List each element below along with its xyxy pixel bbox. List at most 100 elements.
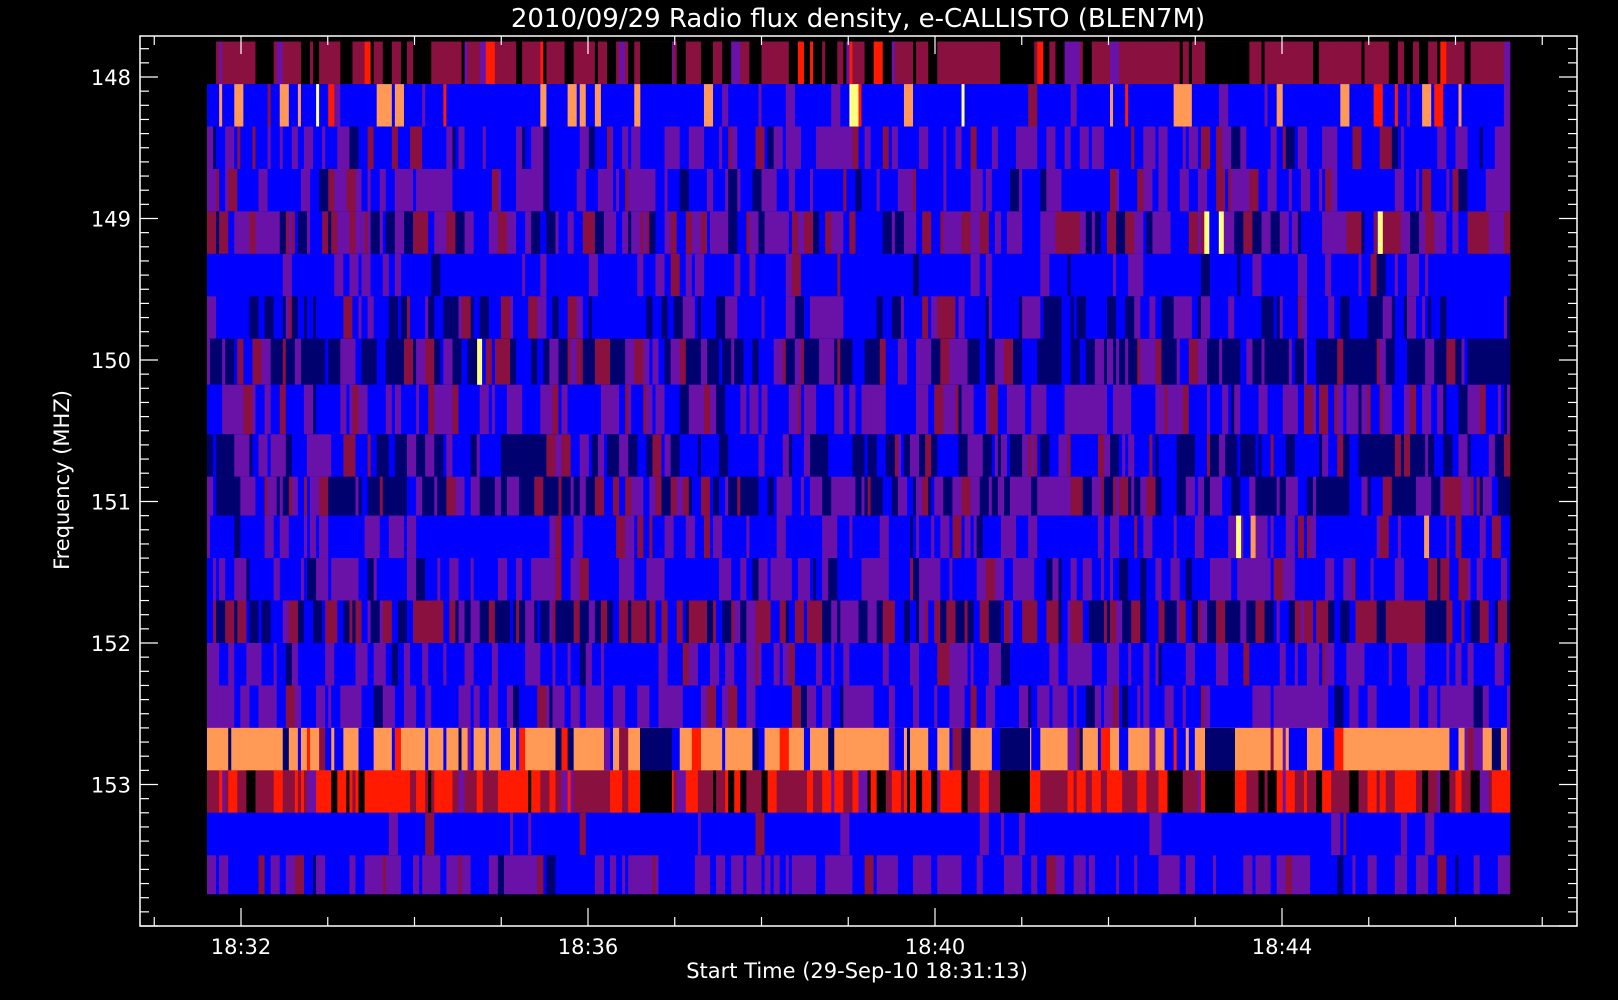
heatmap-cell	[764, 126, 768, 169]
heatmap-cell	[588, 126, 596, 169]
heatmap-cell	[343, 685, 353, 728]
heatmap-cell	[1049, 685, 1053, 728]
heatmap-cell	[1061, 338, 1071, 385]
heatmap-cell	[1452, 211, 1459, 254]
heatmap-cell	[1225, 253, 1229, 297]
heatmap-cell	[1049, 812, 1056, 856]
heatmap-cell	[1303, 84, 1314, 127]
heatmap-cell	[1376, 685, 1384, 728]
heatmap-cell	[1194, 476, 1199, 516]
heatmap-cell	[525, 515, 529, 559]
heatmap-cell	[846, 41, 850, 85]
heatmap-cell	[291, 41, 302, 85]
heatmap-cell	[1273, 515, 1284, 559]
heatmap-cell	[361, 296, 368, 339]
heatmap-cell	[1176, 434, 1184, 477]
heatmap-cell	[337, 770, 347, 813]
heatmap-cell	[610, 812, 617, 856]
heatmap-cell	[476, 296, 481, 339]
heatmap-cell	[1022, 296, 1032, 339]
heatmap-cell	[591, 296, 602, 339]
heatmap-cell	[985, 84, 996, 127]
heatmap-cell	[1100, 476, 1105, 516]
heatmap-cell	[897, 126, 902, 169]
heatmap-cell	[1467, 434, 1471, 477]
heatmap-cell	[1019, 296, 1023, 339]
heatmap-cell	[1279, 600, 1290, 643]
heatmap-cell	[303, 812, 308, 856]
heatmap-cell	[1276, 253, 1287, 297]
heatmap-cell	[703, 126, 711, 169]
heatmap-cell	[800, 855, 808, 895]
heatmap-cell	[1446, 643, 1450, 686]
heatmap-cell	[1264, 41, 1271, 85]
heatmap-cell	[213, 558, 217, 601]
heatmap-cell	[1397, 253, 1408, 297]
heatmap-cell	[955, 600, 965, 643]
heatmap-cell	[1061, 169, 1065, 212]
heatmap-cell	[1210, 384, 1217, 435]
heatmap-cell	[546, 211, 556, 254]
heatmap-cell	[310, 515, 317, 559]
heatmap-cell	[649, 643, 659, 686]
heatmap-cell	[840, 643, 844, 686]
heatmap-dropout	[1000, 41, 1030, 85]
heatmap-cell	[1473, 855, 1480, 895]
heatmap-cell	[1406, 812, 1414, 856]
heatmap-cell	[352, 812, 359, 856]
heatmap-cell	[897, 169, 905, 212]
heatmap-cell	[1382, 685, 1387, 728]
heatmap-cell	[1210, 515, 1214, 559]
heatmap-cell	[900, 41, 905, 85]
heatmap-cell	[1303, 211, 1314, 254]
heatmap-cell	[1037, 476, 1044, 516]
heatmap-cell	[576, 770, 587, 813]
heatmap-cell	[261, 727, 268, 771]
heatmap-cell	[255, 296, 259, 339]
heatmap-cell	[761, 643, 771, 686]
heatmap-cell	[597, 558, 608, 601]
heatmap-cell	[397, 600, 408, 643]
heatmap-cell	[376, 126, 387, 169]
heatmap-cell	[288, 515, 296, 559]
heatmap-cell	[246, 600, 250, 643]
heatmap-cell	[1428, 855, 1438, 895]
heatmap-cell	[407, 296, 411, 339]
heatmap-cell	[1349, 253, 1353, 297]
heatmap-cell	[579, 685, 587, 728]
heatmap-cell	[625, 558, 632, 601]
heatmap-cell	[1119, 643, 1129, 686]
heatmap-cell	[1216, 515, 1220, 559]
heatmap-cell	[497, 84, 502, 127]
heatmap-cell	[1349, 600, 1356, 643]
heatmap-cell	[1491, 338, 1499, 385]
heatmap-cell	[643, 126, 653, 169]
heatmap-cell	[591, 515, 602, 559]
heatmap-cell	[1419, 169, 1423, 212]
heatmap-cell	[1110, 434, 1120, 477]
heatmap-cell	[531, 211, 541, 254]
heatmap-cell	[1143, 685, 1150, 728]
heatmap-cell	[900, 384, 908, 435]
heatmap-cell	[1361, 211, 1365, 254]
heatmap-cell	[385, 384, 393, 435]
heatmap-cell	[1013, 338, 1023, 385]
heatmap-cell	[737, 211, 747, 254]
heatmap-cell	[922, 476, 929, 516]
heatmap-cell	[1097, 126, 1105, 169]
heatmap-cell	[1210, 434, 1220, 477]
heatmap-cell	[488, 727, 499, 771]
heatmap-cell	[385, 169, 393, 212]
heatmap-cell	[567, 384, 577, 435]
heatmap-cell	[525, 643, 532, 686]
heatmap-cell	[358, 855, 365, 895]
heatmap-cell	[858, 812, 862, 856]
heatmap-cell	[846, 476, 856, 516]
heatmap-cell	[1413, 169, 1417, 212]
heatmap-cell	[719, 476, 726, 516]
heatmap-cell	[958, 296, 962, 339]
heatmap-cell	[264, 476, 268, 516]
heatmap-cell	[1103, 169, 1111, 212]
heatmap-cell	[864, 812, 871, 856]
heatmap-cell	[761, 169, 768, 212]
